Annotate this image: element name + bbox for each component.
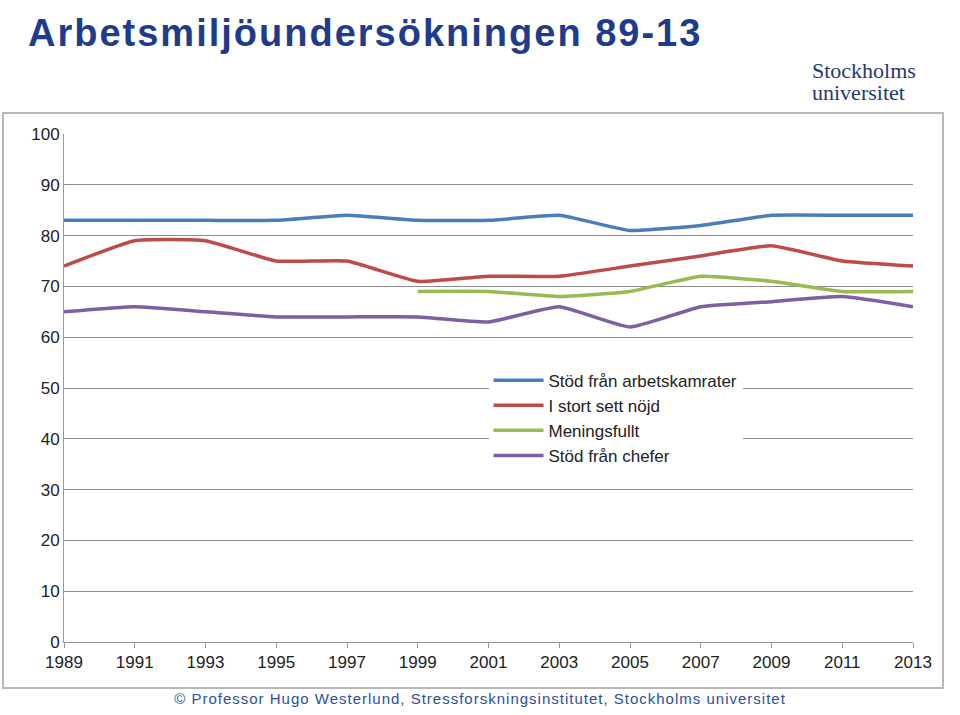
svg-text:2001: 2001 bbox=[470, 653, 508, 672]
svg-text:Stöd från arbetskamrater: Stöd från arbetskamrater bbox=[549, 372, 737, 391]
svg-text:2011: 2011 bbox=[824, 653, 861, 672]
svg-text:70: 70 bbox=[41, 277, 60, 296]
svg-text:1991: 1991 bbox=[116, 653, 154, 672]
svg-text:100: 100 bbox=[31, 125, 59, 144]
svg-text:30: 30 bbox=[41, 481, 60, 500]
svg-text:2003: 2003 bbox=[540, 653, 578, 672]
svg-text:50: 50 bbox=[41, 379, 60, 398]
svg-text:0: 0 bbox=[50, 633, 59, 652]
svg-text:Stöd från chefer: Stöd från chefer bbox=[549, 447, 670, 466]
svg-text:90: 90 bbox=[41, 176, 60, 195]
html-text:© Professor Hugo Westerlund, S: © Professor Hugo Westerlund, Stressforsk… bbox=[174, 690, 786, 707]
svg-text:60: 60 bbox=[41, 328, 60, 347]
html-text:Arbetsmiljöundersökningen 89-1: Arbetsmiljöundersökningen 89-13 bbox=[28, 12, 703, 54]
svg-text:80: 80 bbox=[41, 227, 60, 246]
svg-text:2013: 2013 bbox=[894, 653, 932, 672]
svg-text:1995: 1995 bbox=[257, 653, 295, 672]
html-text:Stockholms universitet: Stockholms universitet bbox=[812, 58, 916, 105]
svg-text:10: 10 bbox=[41, 582, 60, 601]
svg-text:2009: 2009 bbox=[753, 653, 791, 672]
svg-text:20: 20 bbox=[41, 531, 60, 550]
svg-text:1997: 1997 bbox=[328, 653, 366, 672]
svg-text:2005: 2005 bbox=[611, 653, 649, 672]
svg-text:40: 40 bbox=[41, 430, 60, 449]
svg-text:1999: 1999 bbox=[399, 653, 437, 672]
svg-text:2007: 2007 bbox=[682, 653, 720, 672]
svg-text:1993: 1993 bbox=[187, 653, 225, 672]
svg-text:Meningsfullt: Meningsfullt bbox=[549, 422, 640, 441]
svg-text:1989: 1989 bbox=[45, 653, 83, 672]
svg-text:I stort sett nöjd: I stort sett nöjd bbox=[549, 397, 661, 416]
